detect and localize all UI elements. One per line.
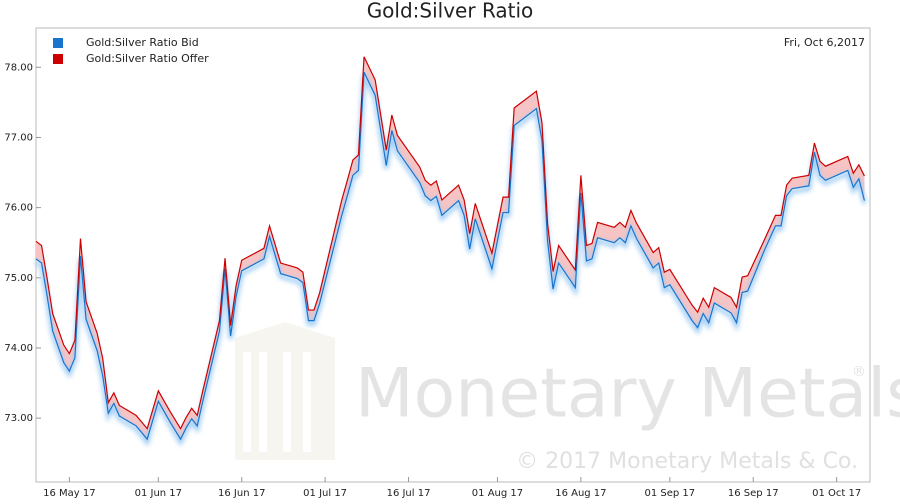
x-tick-label: 16 Sep 17 (728, 488, 779, 499)
copyright: © 2017 Monetary Metals & Co. (516, 449, 858, 474)
x-tick-label: 16 May 17 (43, 488, 95, 499)
watermark-mark: ® (852, 364, 866, 380)
watermark: Monetary Metals (355, 355, 900, 434)
y-tick-label: 74.00 (4, 343, 33, 354)
date-label: Fri, Oct 6,2017 (784, 36, 865, 49)
x-tick-label: 16 Aug 17 (555, 488, 606, 499)
y-tick-label: 73.00 (4, 413, 33, 424)
y-tick-label: 76.00 (4, 203, 33, 214)
legend-swatch (53, 54, 63, 64)
legend-label: Gold:Silver Ratio Offer (86, 52, 209, 65)
chart-title: Gold:Silver Ratio (367, 0, 534, 23)
x-tick-label: 01 Aug 17 (472, 488, 523, 499)
line (35, 56, 865, 430)
x-tick-label: 16 Jul 17 (387, 488, 431, 499)
legend-swatch (53, 38, 63, 48)
x-tick-label: 16 Jun 17 (218, 488, 265, 499)
x-tick-label: 01 Sep 17 (645, 488, 696, 499)
line (35, 71, 866, 441)
x-tick-label: 01 Jun 17 (135, 488, 182, 499)
x-tick-label: 01 Jul 17 (303, 488, 347, 499)
y-tick-label: 78.00 (4, 62, 33, 73)
watermark-logo (235, 322, 335, 460)
line-glow (34, 74, 867, 447)
y-tick-label: 75.00 (4, 273, 33, 284)
legend-label: Gold:Silver Ratio Bid (86, 36, 199, 49)
x-tick-label: 01 Oct 17 (812, 488, 861, 499)
y-tick-label: 77.00 (4, 132, 33, 143)
